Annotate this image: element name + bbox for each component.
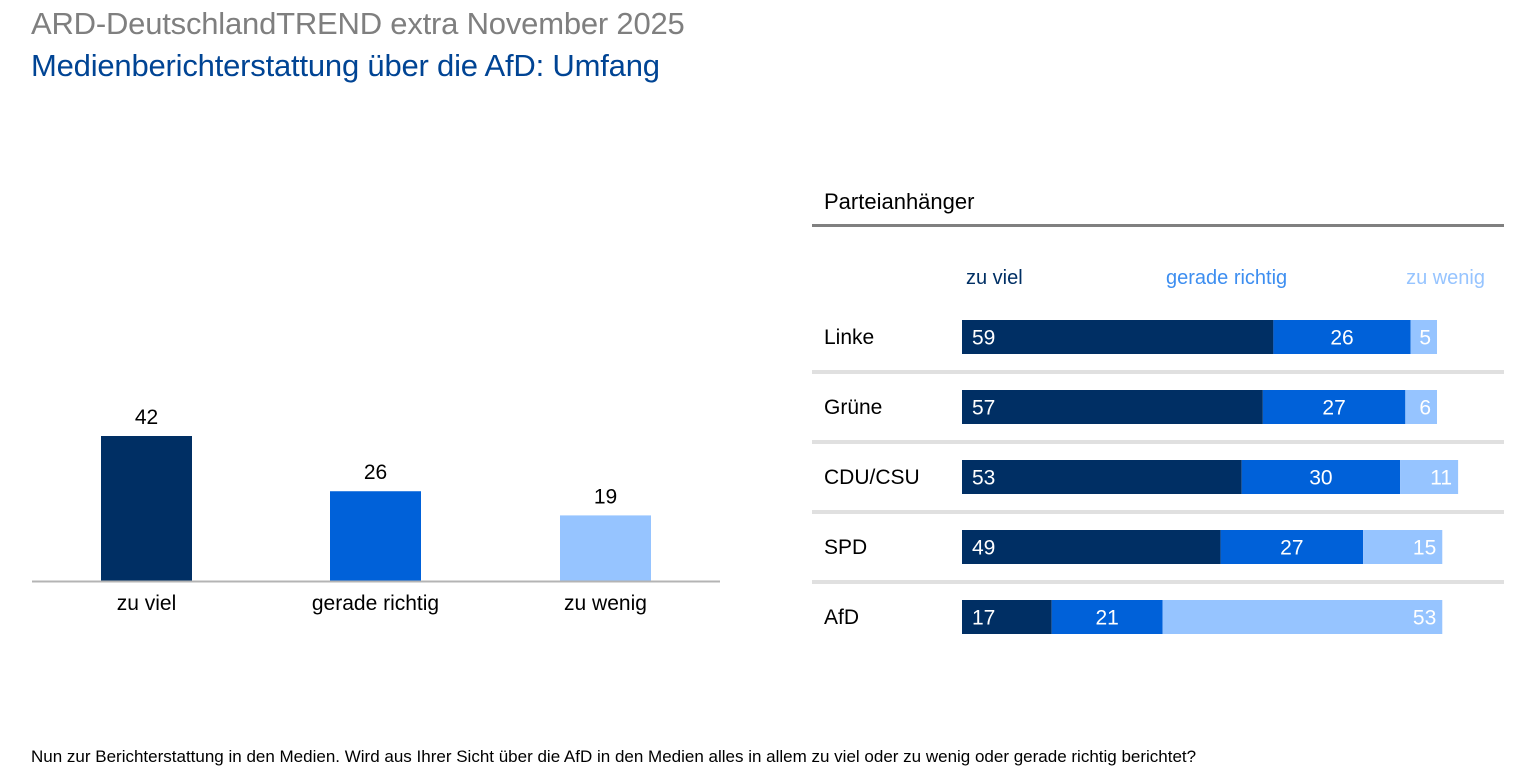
category-label: gerade richtig (312, 592, 439, 615)
legend-zu-viel: zu viel (966, 267, 1023, 289)
segment-gerade-richtig (1241, 460, 1401, 494)
bar-gerade-richtig (330, 491, 421, 581)
segment-value-label: 27 (1280, 537, 1303, 560)
party-label: SPD (824, 536, 867, 559)
segment-value-label: 53 (1413, 607, 1436, 630)
segment-value-label: 21 (1095, 607, 1118, 630)
party-chart-title: Parteianhänger (824, 189, 974, 214)
chart-subtitle: Medienberichterstattung über die AfD: Um… (31, 48, 660, 83)
party-label: AfD (824, 606, 859, 629)
segment-value-label: 27 (1322, 397, 1345, 420)
segment-value-label: 57 (972, 397, 995, 420)
segment-value-label: 17 (972, 607, 995, 630)
legend-gerade-richtig: gerade richtig (1166, 267, 1287, 289)
chart-title: ARD-DeutschlandTREND extra November 2025 (31, 6, 685, 41)
segment-zu-wenig (1400, 460, 1459, 494)
segment-gerade-richtig (1220, 530, 1364, 564)
segment-zu-viel (962, 530, 1221, 564)
party-label: Linke (824, 326, 874, 349)
bar-zu-wenig (560, 515, 651, 581)
bar-value-label: 26 (364, 461, 387, 484)
question-footnote: Nun zur Berichterstattung in den Medien.… (31, 747, 1197, 766)
segment-value-label: 15 (1413, 537, 1436, 560)
segment-value-label: 6 (1419, 397, 1431, 420)
segment-gerade-richtig (1273, 320, 1411, 354)
segment-value-label: 49 (972, 537, 995, 560)
segment-zu-wenig (1363, 530, 1443, 564)
segment-zu-viel (962, 320, 1274, 354)
category-label: zu wenig (564, 592, 647, 615)
segment-zu-wenig (1162, 600, 1443, 634)
segment-zu-wenig (1410, 320, 1437, 354)
segment-value-label: 5 (1419, 327, 1431, 350)
segment-gerade-richtig (1262, 390, 1406, 424)
party-label: CDU/CSU (824, 466, 920, 489)
segment-zu-wenig (1405, 390, 1437, 424)
segment-value-label: 11 (1430, 467, 1452, 490)
segment-zu-viel (962, 390, 1263, 424)
segment-value-label: 59 (972, 327, 995, 350)
segment-value-label: 26 (1330, 327, 1353, 350)
overall-bar-chart: 42 zu viel 26 gerade richtig 19 zu wenig (32, 406, 720, 615)
segment-value-label: 53 (972, 467, 995, 490)
party-label: Grüne (824, 396, 882, 419)
segment-gerade-richtig (1051, 600, 1163, 634)
segment-zu-viel (962, 600, 1052, 634)
bar-value-label: 19 (594, 485, 617, 508)
category-label: zu viel (117, 592, 177, 615)
bar-value-label: 42 (135, 406, 158, 429)
segment-value-label: 30 (1309, 467, 1332, 490)
party-supporters-chart: Parteianhänger zu viel gerade richtig zu w… (812, 189, 1504, 634)
segment-zu-viel (962, 460, 1242, 494)
bar-zu-viel (101, 436, 192, 581)
legend-zu-wenig: zu wenig (1406, 267, 1485, 289)
